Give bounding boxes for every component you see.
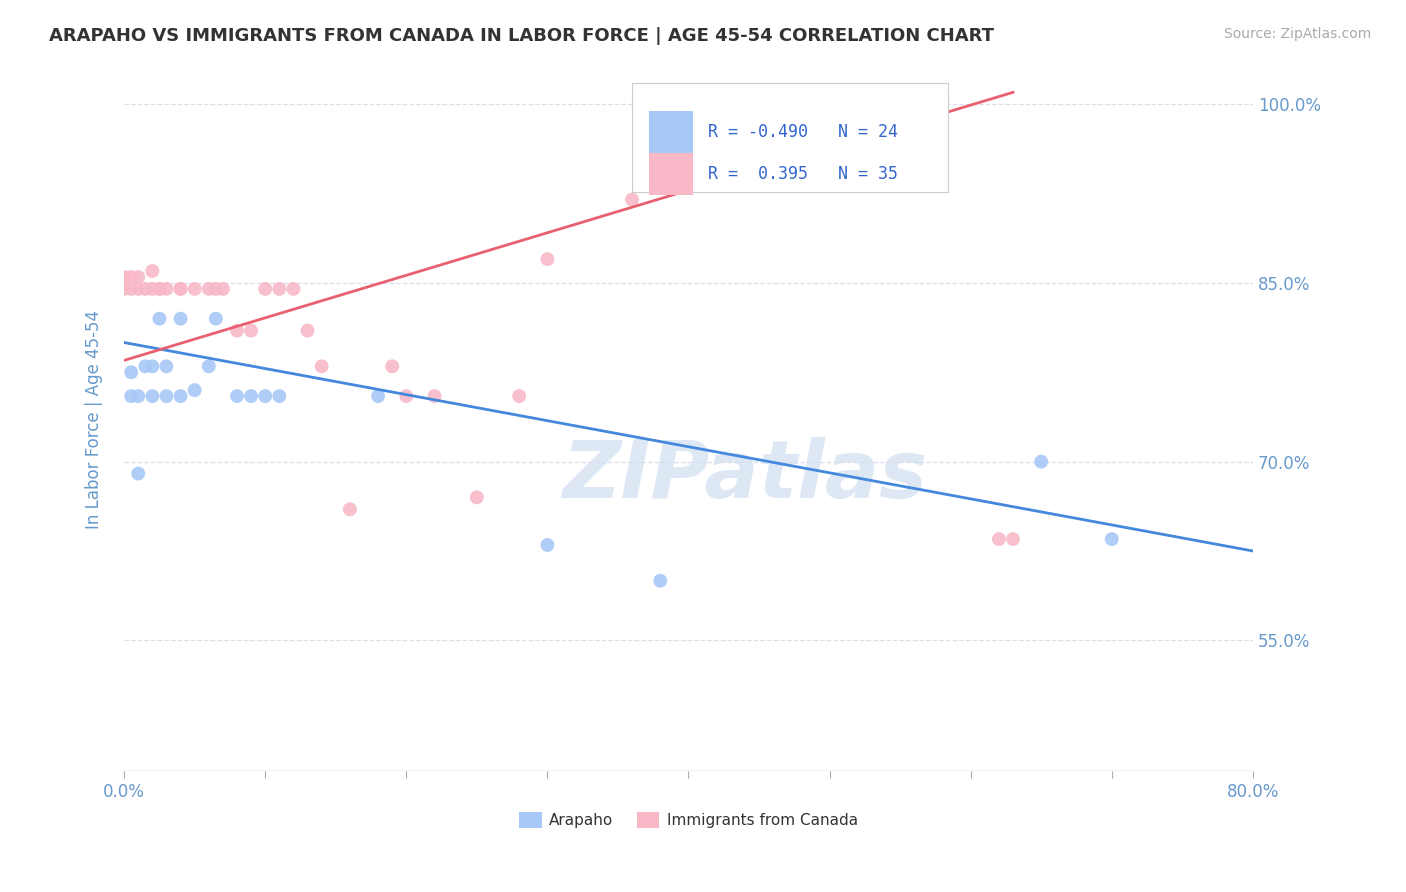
Point <box>205 311 228 326</box>
Point <box>148 282 170 296</box>
Y-axis label: In Labor Force | Age 45-54: In Labor Force | Age 45-54 <box>86 310 103 530</box>
Point <box>148 282 170 296</box>
Legend: Arapaho, Immigrants from Canada: Arapaho, Immigrants from Canada <box>513 805 865 834</box>
Point <box>197 282 219 296</box>
Point <box>297 324 319 338</box>
Point <box>197 359 219 374</box>
Point <box>1001 532 1024 546</box>
Point <box>127 270 149 285</box>
Point <box>269 282 291 296</box>
Text: ARAPAHO VS IMMIGRANTS FROM CANADA IN LABOR FORCE | AGE 45-54 CORRELATION CHART: ARAPAHO VS IMMIGRANTS FROM CANADA IN LAB… <box>49 27 994 45</box>
Point <box>141 264 163 278</box>
Point <box>141 282 163 296</box>
Point <box>120 365 142 379</box>
Point <box>311 359 333 374</box>
FancyBboxPatch shape <box>650 153 693 194</box>
Point <box>536 252 558 266</box>
Point <box>283 282 305 296</box>
Point <box>120 270 142 285</box>
Point <box>536 538 558 552</box>
Point <box>465 491 488 505</box>
Point <box>134 282 156 296</box>
Point <box>169 389 191 403</box>
Text: R =  0.395   N = 35: R = 0.395 N = 35 <box>707 165 897 183</box>
Point <box>148 311 170 326</box>
Point <box>423 389 446 403</box>
Point <box>183 383 205 397</box>
Point <box>395 389 418 403</box>
Point <box>112 282 135 296</box>
Point <box>339 502 361 516</box>
Point <box>987 532 1010 546</box>
Point <box>155 282 177 296</box>
Point <box>127 282 149 296</box>
Point <box>1031 455 1053 469</box>
Point <box>508 389 530 403</box>
Point <box>212 282 235 296</box>
Point <box>155 359 177 374</box>
FancyBboxPatch shape <box>650 111 693 153</box>
Point <box>1101 532 1123 546</box>
Point <box>141 389 163 403</box>
Point <box>120 389 142 403</box>
Point <box>134 359 156 374</box>
Text: ZIPatlas: ZIPatlas <box>562 437 928 516</box>
Point <box>621 193 644 207</box>
Point <box>254 389 277 403</box>
Point <box>254 282 277 296</box>
Text: Source: ZipAtlas.com: Source: ZipAtlas.com <box>1223 27 1371 41</box>
Point <box>240 389 263 403</box>
Point <box>169 282 191 296</box>
Point <box>183 282 205 296</box>
FancyBboxPatch shape <box>633 83 948 192</box>
Point <box>120 282 142 296</box>
Point <box>155 389 177 403</box>
Point <box>127 467 149 481</box>
Point <box>240 324 263 338</box>
Point <box>269 389 291 403</box>
Point <box>169 311 191 326</box>
Point <box>205 282 228 296</box>
Point <box>127 389 149 403</box>
Point <box>650 574 672 588</box>
Point <box>141 359 163 374</box>
Point <box>226 324 249 338</box>
Point <box>169 282 191 296</box>
Point <box>112 270 135 285</box>
Point <box>226 389 249 403</box>
Point <box>367 389 389 403</box>
Point <box>381 359 404 374</box>
Text: R = -0.490   N = 24: R = -0.490 N = 24 <box>707 123 897 141</box>
